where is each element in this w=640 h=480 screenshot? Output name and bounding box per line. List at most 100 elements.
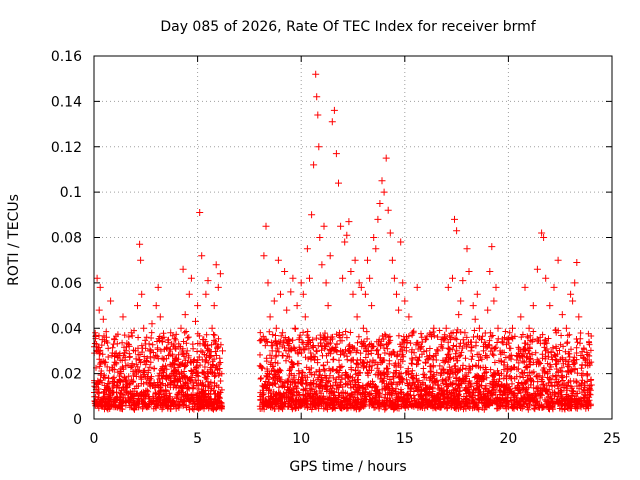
chart-title: Day 085 of 2026, Rate Of TEC Index for r…	[160, 19, 536, 35]
data-point	[177, 324, 185, 332]
data-point	[384, 206, 392, 214]
data-point	[337, 222, 345, 230]
y-tick-label: 0.06	[51, 276, 82, 292]
data-point	[308, 211, 316, 219]
data-point	[471, 315, 479, 323]
data-point	[312, 70, 320, 78]
y-tick-label: 0.14	[51, 94, 82, 110]
data-point	[465, 268, 473, 275]
data-point	[409, 329, 417, 337]
data-point	[185, 290, 193, 298]
data-point	[440, 358, 448, 366]
data-point	[266, 313, 274, 321]
x-tick-label: 0	[90, 431, 99, 447]
data-point	[444, 283, 452, 291]
data-point	[525, 324, 533, 332]
data-point	[260, 252, 268, 260]
data-point	[376, 200, 384, 207]
data-point	[299, 290, 307, 298]
data-point	[529, 302, 537, 310]
data-point	[136, 240, 144, 248]
data-point	[575, 313, 583, 321]
data-point	[146, 347, 154, 355]
data-point	[500, 358, 508, 366]
data-point	[467, 347, 475, 355]
data-point	[322, 279, 330, 287]
data-point	[293, 302, 301, 310]
data-point	[287, 288, 295, 296]
data-point	[297, 279, 305, 287]
data-point	[339, 274, 347, 282]
data-point	[98, 336, 106, 344]
data-point	[295, 336, 303, 344]
data-point	[219, 347, 226, 355]
data-point	[171, 381, 179, 389]
data-point	[579, 370, 587, 378]
data-point	[430, 324, 438, 332]
data-point	[326, 252, 334, 260]
data-point	[315, 143, 323, 151]
data-point	[453, 227, 461, 235]
data-point	[382, 154, 390, 162]
data-point	[117, 370, 125, 378]
y-tick-label: 0.08	[51, 231, 82, 247]
y-tick-label: 0.02	[51, 367, 82, 383]
data-point	[156, 313, 164, 321]
data-point	[434, 347, 442, 355]
data-point	[314, 111, 322, 119]
data-point	[457, 297, 465, 305]
data-point	[405, 313, 413, 321]
data-point	[194, 302, 202, 310]
data-point	[306, 274, 313, 282]
data-point	[378, 177, 386, 185]
data-point	[94, 347, 102, 355]
data-point	[386, 229, 394, 237]
data-point	[496, 347, 504, 355]
data-point	[438, 365, 446, 373]
data-point	[509, 324, 516, 332]
data-point	[366, 274, 374, 282]
data-point	[175, 342, 183, 350]
data-point	[206, 352, 214, 359]
data-point	[324, 302, 332, 310]
data-point	[364, 256, 371, 264]
data-point	[285, 347, 293, 355]
data-point	[473, 290, 481, 298]
data-point	[332, 150, 340, 158]
data-point	[264, 279, 272, 287]
y-tick-label: 0.16	[51, 49, 82, 65]
data-point	[119, 313, 127, 321]
y-tick-label: 0.12	[51, 140, 82, 156]
data-point	[320, 222, 328, 230]
data-point	[513, 352, 521, 359]
data-point	[361, 290, 369, 298]
data-point	[318, 261, 326, 269]
data-point	[204, 277, 212, 285]
data-point	[109, 365, 117, 373]
data-point	[196, 209, 204, 216]
data-point	[442, 324, 450, 332]
x-axis-label: GPS time / hours	[289, 459, 406, 475]
axis-ticks	[93, 55, 613, 420]
data-point	[569, 297, 577, 305]
data-point	[461, 329, 469, 337]
data-point	[328, 118, 336, 126]
data-point	[160, 365, 168, 373]
data-point	[372, 245, 380, 253]
y-tick-label: 0.1	[60, 185, 82, 201]
data-point	[488, 243, 496, 251]
data-point	[351, 256, 359, 264]
data-point	[158, 338, 166, 346]
data-point	[335, 179, 342, 187]
data-point	[283, 306, 291, 314]
data-point	[573, 259, 581, 266]
data-point	[270, 297, 278, 305]
data-point	[517, 313, 525, 321]
data-point	[154, 283, 162, 291]
data-point	[374, 215, 382, 223]
data-point	[123, 383, 131, 391]
data-point	[101, 358, 109, 366]
data-point	[399, 279, 407, 287]
data-point	[494, 324, 502, 332]
data-point	[140, 324, 148, 332]
